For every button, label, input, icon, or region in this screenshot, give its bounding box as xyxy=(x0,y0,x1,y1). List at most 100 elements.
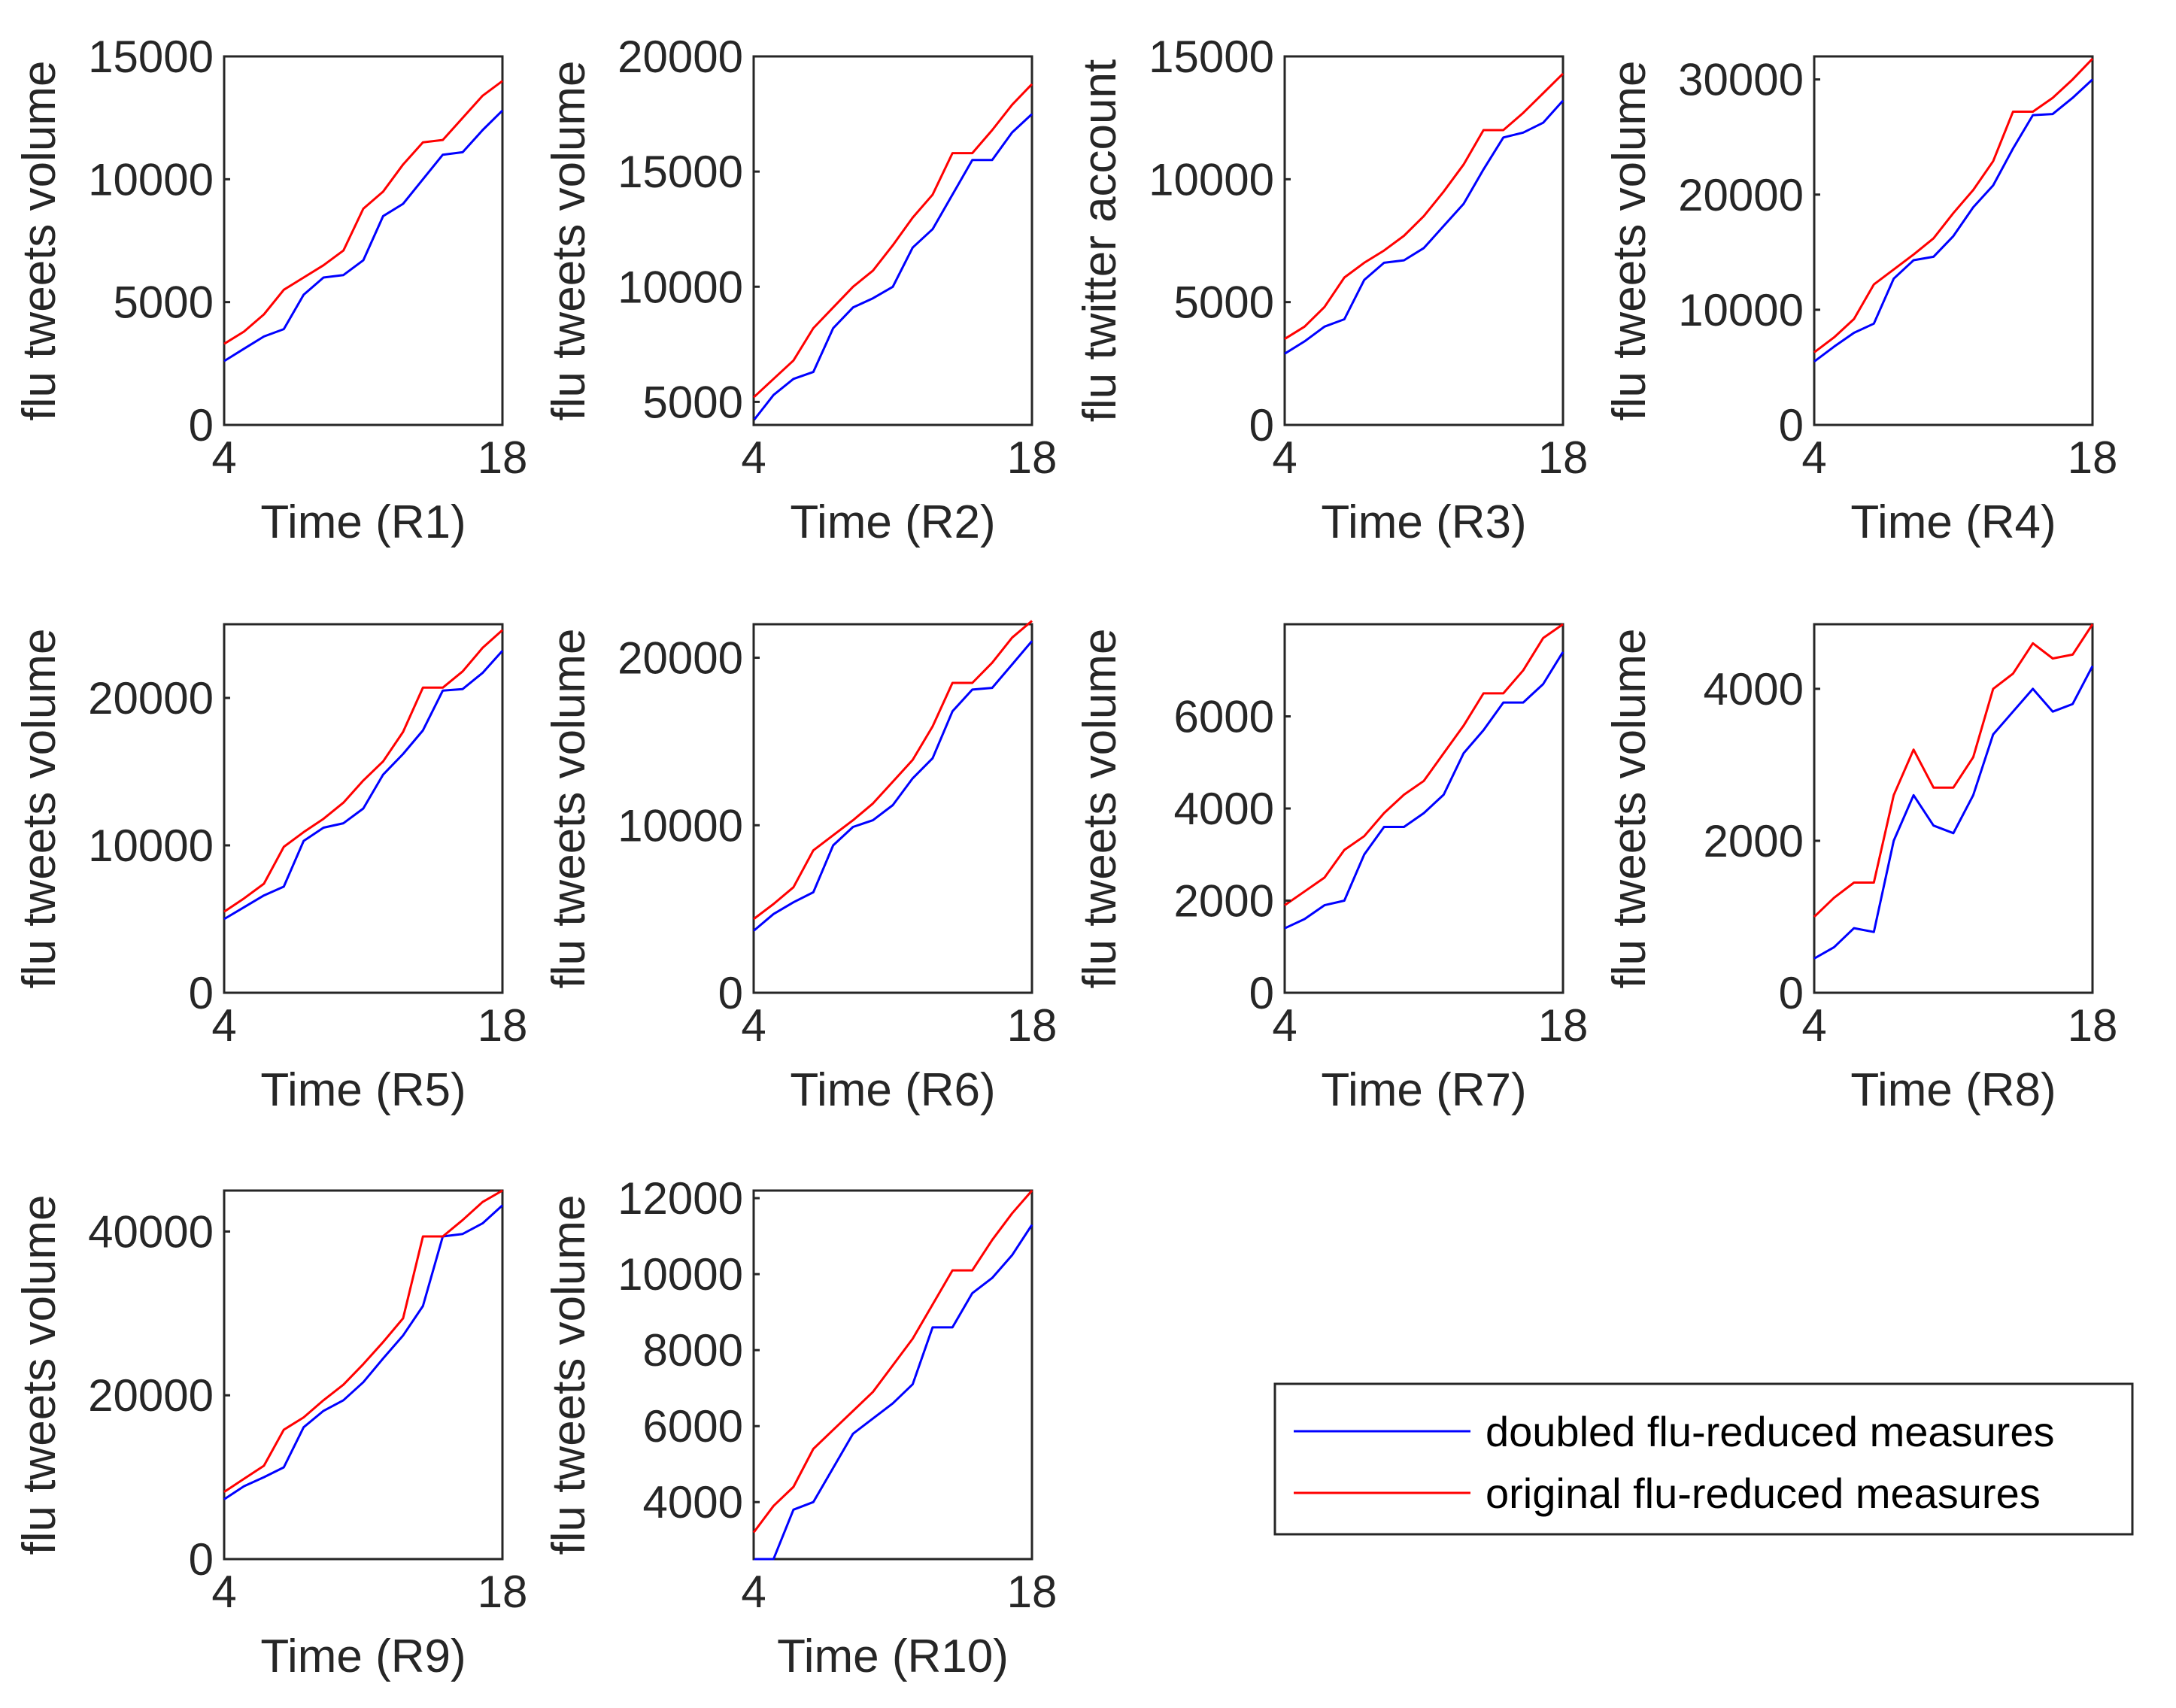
panel-r10-ylabel: flu tweets volume xyxy=(543,1195,595,1555)
panel-r10-ytick-label: 6000 xyxy=(643,1401,743,1452)
panel-r9-ytick-label: 0 xyxy=(189,1534,214,1585)
panel-r8-series-original xyxy=(1813,623,2094,918)
panel-r1-series-doubled xyxy=(223,109,504,363)
legend: doubled flu-reduced measures original fl… xyxy=(1273,1382,2134,1536)
panel-r1-xtick-label: 4 xyxy=(211,432,236,483)
panel-r9-series-doubled xyxy=(223,1204,504,1500)
panel-r6-ylabel: flu tweets volume xyxy=(543,629,595,989)
panel-r8-xtick-label: 18 xyxy=(2068,1000,2118,1051)
panel-r1-ytick-label: 5000 xyxy=(114,278,214,328)
panel-r8-xtick-label: 4 xyxy=(1801,1000,1826,1051)
panel-r10-xtick-label: 18 xyxy=(1007,1567,1058,1617)
panel-r1-series-original xyxy=(223,80,503,345)
panel-r9-axes-box xyxy=(223,1189,504,1561)
panel-r1-ytick-label: 15000 xyxy=(88,32,214,82)
panel-r5-xlabel: Time (R5) xyxy=(260,1064,466,1116)
panel-r3-xtick-label: 18 xyxy=(1538,432,1589,483)
panel-r2-xtick-label: 4 xyxy=(741,432,766,483)
panel-r8-ytick-label: 2000 xyxy=(1704,816,1804,866)
panel-r8-series-doubled xyxy=(1813,665,2094,960)
panel-r7-ytick-label: 2000 xyxy=(1174,876,1274,927)
panel-r3-series-original xyxy=(1284,72,1564,340)
panel-r2-ytick-label: 15000 xyxy=(618,147,743,197)
panel-r9-ytick-label: 40000 xyxy=(88,1206,214,1257)
panel-r7-ytick-label: 6000 xyxy=(1174,692,1274,742)
panel-r8-ytick-label: 4000 xyxy=(1704,664,1804,714)
panel-r10-series-original xyxy=(752,1190,1033,1534)
panel-r2-series-original xyxy=(752,83,1033,399)
panel-r7-axes-box xyxy=(1283,623,1564,994)
panel-r3-xtick-label: 4 xyxy=(1272,432,1297,483)
panel-r9-xtick-label: 4 xyxy=(211,1567,236,1617)
panel-r6-series-original xyxy=(753,620,1033,921)
panel-r1-ylabel: flu tweets volume xyxy=(14,61,65,421)
panel-r7-xtick-label: 18 xyxy=(1538,1000,1589,1051)
panel-r6-axes-box xyxy=(752,623,1033,994)
panel-r3-axes-box xyxy=(1283,55,1564,426)
panel-r3-series-doubled xyxy=(1284,99,1564,355)
panel-r7-ylabel: flu tweets volume xyxy=(1074,629,1126,989)
panel-r1-ytick-label: 10000 xyxy=(88,154,214,205)
panel-r3-ytick-label: 15000 xyxy=(1149,32,1274,82)
panel-r4-ylabel: flu tweets volume xyxy=(1604,61,1656,421)
panel-r2-xtick-label: 18 xyxy=(1007,432,1058,483)
panel-r8-ylabel: flu tweets volume xyxy=(1604,629,1656,989)
panel-r6-ytick-label: 0 xyxy=(718,968,743,1018)
panel-r8-axes-box xyxy=(1813,623,2094,994)
panel-r2-series-doubled xyxy=(752,113,1033,421)
panel-r6-xtick-label: 18 xyxy=(1007,1000,1058,1051)
panel-r6-xtick-label: 4 xyxy=(741,1000,766,1051)
panel-r10-ytick-label: 12000 xyxy=(618,1173,743,1224)
legend-label-doubled: doubled flu-reduced measures xyxy=(1486,1408,2054,1455)
panel-r5-xtick-label: 18 xyxy=(478,1000,528,1051)
panel-r5-xtick-label: 4 xyxy=(211,1000,236,1051)
panel-r10-xlabel: Time (R10) xyxy=(777,1631,1009,1682)
panel-r7-ytick-label: 4000 xyxy=(1174,784,1274,834)
panel-r5-ylabel: flu tweets volume xyxy=(14,629,65,989)
panel-r7-xtick-label: 4 xyxy=(1272,1000,1297,1051)
panel-r5-ytick-label: 10000 xyxy=(88,821,214,871)
panel-r2-ytick-label: 10000 xyxy=(618,262,743,312)
panel-r10-ytick-label: 10000 xyxy=(618,1249,743,1300)
panel-r10-ytick-label: 8000 xyxy=(643,1325,743,1376)
panel-r2-ytick-label: 20000 xyxy=(618,32,743,82)
panel-r6-ytick-label: 20000 xyxy=(618,633,743,684)
panel-r3-ytick-label: 0 xyxy=(1249,400,1274,451)
panel-r1-xlabel: Time (R1) xyxy=(260,496,466,548)
panel-r2-xlabel: Time (R2) xyxy=(790,496,995,548)
panel-r7-series-original xyxy=(1284,623,1564,906)
legend-box xyxy=(1273,1382,2134,1536)
panel-r4-ytick-label: 10000 xyxy=(1678,285,1804,335)
panel-r8-ytick-label: 0 xyxy=(1779,968,1804,1018)
panel-r1-ytick-label: 0 xyxy=(189,400,214,451)
panel-r9-xlabel: Time (R9) xyxy=(260,1631,466,1682)
panel-r4-ytick-label: 20000 xyxy=(1678,170,1804,220)
panel-r2-ytick-label: 5000 xyxy=(643,377,743,427)
panel-r8-xlabel: Time (R8) xyxy=(1850,1064,2056,1116)
panel-r3-ytick-label: 10000 xyxy=(1149,154,1274,205)
panel-r3-ylabel: flu twitter account xyxy=(1074,59,1126,422)
panel-r10: 4000 6000 8000 10000 12000 4 18 Time (R10) flu t… xyxy=(543,1173,1057,1682)
panel-r3-ytick-label: 5000 xyxy=(1174,278,1274,328)
panel-r7-series-doubled xyxy=(1284,651,1564,930)
panel-r1-xtick-label: 18 xyxy=(478,432,528,483)
panel-r5-series-doubled xyxy=(223,650,504,921)
panel-r4-series-original xyxy=(1813,58,2094,353)
panel-r4-series-doubled xyxy=(1813,78,2094,363)
panel-r2-ylabel: flu tweets volume xyxy=(543,61,595,421)
panel-r6-xlabel: Time (R6) xyxy=(790,1064,995,1116)
panel-r5-series-original xyxy=(223,629,503,913)
panel-r9-ylabel: flu tweets volume xyxy=(14,1195,65,1555)
panel-r10-axes-box xyxy=(752,1189,1033,1561)
